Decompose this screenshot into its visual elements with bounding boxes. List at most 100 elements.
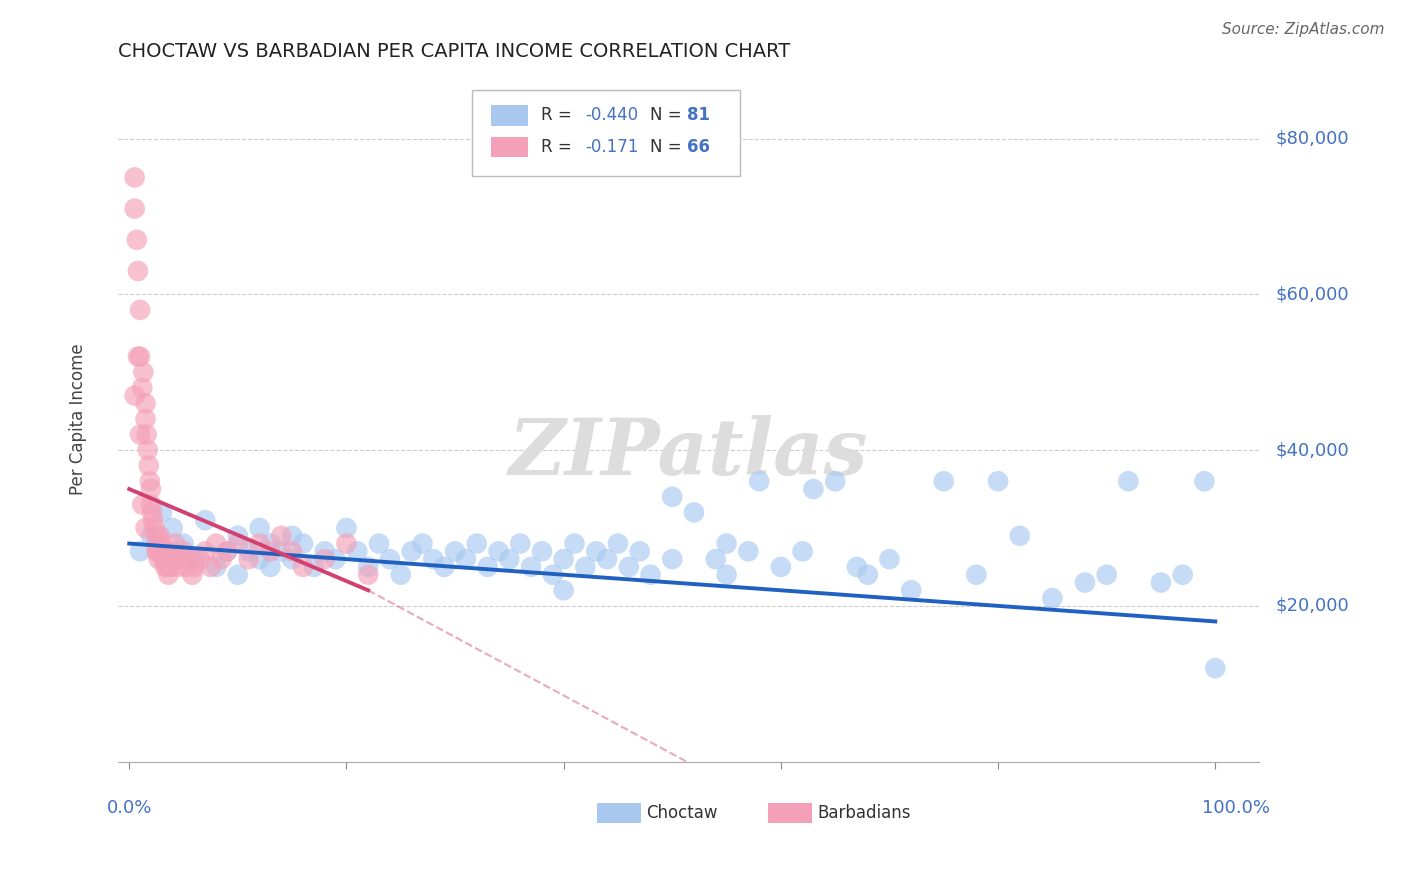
Point xyxy=(149,529,172,543)
Point xyxy=(845,560,868,574)
Point xyxy=(159,560,181,574)
Text: ZIPatlas: ZIPatlas xyxy=(509,415,869,491)
Point xyxy=(965,567,987,582)
Point xyxy=(879,552,901,566)
Point xyxy=(433,560,456,574)
Point xyxy=(1150,575,1173,590)
Point xyxy=(129,544,152,558)
Point xyxy=(1095,567,1118,582)
Point xyxy=(553,552,575,566)
Point xyxy=(146,544,169,558)
Point xyxy=(716,567,738,582)
Point xyxy=(188,552,211,566)
Point xyxy=(135,396,157,410)
Text: N =: N = xyxy=(650,106,686,124)
Point xyxy=(281,552,304,566)
Point xyxy=(335,521,357,535)
FancyBboxPatch shape xyxy=(472,90,740,176)
Point xyxy=(628,544,651,558)
Point xyxy=(145,536,167,550)
Point xyxy=(205,560,228,574)
Point xyxy=(226,529,249,543)
Point xyxy=(444,544,467,558)
Point xyxy=(135,427,157,442)
Point xyxy=(131,381,153,395)
Text: $40,000: $40,000 xyxy=(1275,441,1350,459)
Point xyxy=(259,536,281,550)
Bar xyxy=(491,136,527,157)
Text: 100.0%: 100.0% xyxy=(1202,799,1270,817)
Point xyxy=(145,544,167,558)
Point xyxy=(346,544,368,558)
Point xyxy=(1118,475,1140,489)
Point xyxy=(378,552,401,566)
Point xyxy=(183,560,205,574)
Point xyxy=(183,552,205,566)
Point xyxy=(129,302,152,317)
Point xyxy=(292,560,315,574)
Point xyxy=(127,264,149,278)
Point xyxy=(411,536,433,550)
Point xyxy=(124,202,146,216)
Point xyxy=(683,505,706,519)
Text: Choctaw: Choctaw xyxy=(647,804,718,822)
Text: 0.0%: 0.0% xyxy=(107,799,152,817)
Text: CHOCTAW VS BARBADIAN PER CAPITA INCOME CORRELATION CHART: CHOCTAW VS BARBADIAN PER CAPITA INCOME C… xyxy=(118,42,790,61)
Point xyxy=(259,560,281,574)
Point xyxy=(174,560,197,574)
Point xyxy=(661,552,683,566)
Point xyxy=(124,170,146,185)
Point xyxy=(135,521,157,535)
Point xyxy=(157,552,180,566)
Point xyxy=(194,513,217,527)
Point xyxy=(541,567,564,582)
Point xyxy=(520,560,543,574)
Point xyxy=(226,536,249,550)
Point xyxy=(152,552,174,566)
Point xyxy=(477,560,499,574)
Bar xyxy=(768,803,811,823)
Point xyxy=(824,475,846,489)
Point xyxy=(167,560,190,574)
Point xyxy=(148,552,170,566)
Point xyxy=(465,536,488,550)
Text: 81: 81 xyxy=(688,106,710,124)
Point xyxy=(292,536,315,550)
Point xyxy=(139,482,162,496)
Point xyxy=(704,552,727,566)
Point xyxy=(169,552,191,566)
Point xyxy=(987,475,1010,489)
Point xyxy=(156,560,179,574)
Point xyxy=(238,544,260,558)
Point xyxy=(769,560,792,574)
Point xyxy=(127,350,149,364)
Point xyxy=(607,536,630,550)
Text: $60,000: $60,000 xyxy=(1275,285,1350,303)
Point xyxy=(1204,661,1226,675)
Point xyxy=(129,427,152,442)
Point xyxy=(803,482,825,496)
Point xyxy=(270,544,292,558)
Point xyxy=(125,233,148,247)
Point xyxy=(145,529,167,543)
Point xyxy=(135,412,157,426)
Point xyxy=(401,544,423,558)
Point xyxy=(357,560,380,574)
Point xyxy=(173,536,195,550)
Bar xyxy=(491,105,527,126)
Point xyxy=(574,560,596,574)
Text: N =: N = xyxy=(650,137,686,156)
Point xyxy=(325,552,347,566)
Point xyxy=(138,458,160,473)
Point xyxy=(142,513,165,527)
Bar xyxy=(598,803,641,823)
Point xyxy=(488,544,510,558)
Point xyxy=(422,552,444,566)
Point xyxy=(205,536,228,550)
Text: 66: 66 xyxy=(688,137,710,156)
Point xyxy=(139,529,162,543)
Point xyxy=(640,567,662,582)
Point xyxy=(139,498,162,512)
Point xyxy=(737,544,759,558)
Point xyxy=(249,521,271,535)
